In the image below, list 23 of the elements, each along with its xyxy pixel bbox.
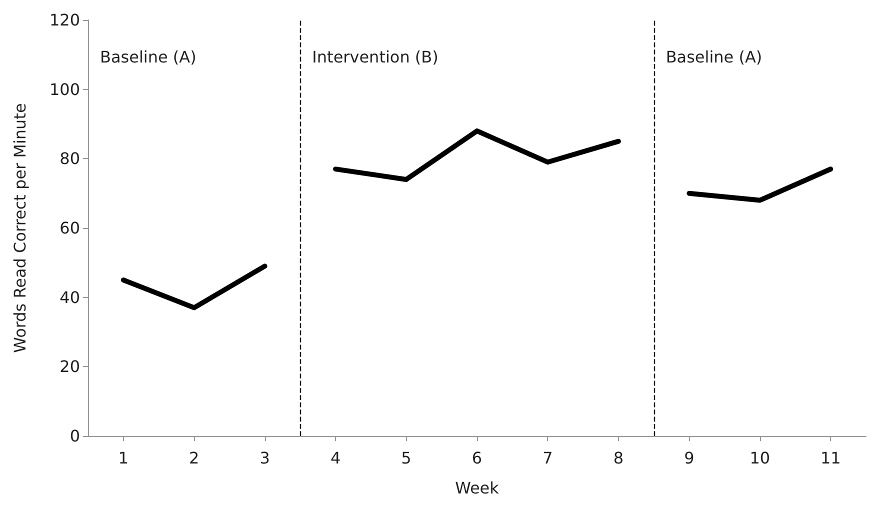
x-tick-label: 9 bbox=[684, 448, 694, 468]
y-tick-label: 120 bbox=[49, 10, 80, 30]
x-tick-label: 4 bbox=[330, 448, 341, 468]
y-tick-label: 100 bbox=[49, 80, 80, 99]
y-tick-label: 40 bbox=[60, 288, 80, 307]
y-tick-label: 20 bbox=[60, 357, 80, 376]
x-tick-label: 6 bbox=[472, 448, 482, 468]
x-tick-label: 11 bbox=[820, 448, 841, 468]
x-tick-label: 1 bbox=[118, 448, 128, 468]
x-tick-label: 8 bbox=[613, 448, 624, 468]
x-tick-label: 2 bbox=[188, 448, 200, 468]
x-axis-title: Week bbox=[455, 478, 500, 498]
y-tick-label: 60 bbox=[60, 218, 80, 238]
y-axis-title: Words Read Correct per Minute bbox=[10, 103, 30, 353]
annotation: Baseline (A) bbox=[666, 48, 762, 66]
y-tick-label: 0 bbox=[70, 426, 80, 446]
x-tick-label: 3 bbox=[260, 448, 270, 468]
y-tick-label: 80 bbox=[60, 149, 80, 168]
annotation: Baseline (A) bbox=[100, 48, 196, 66]
x-tick-label: 5 bbox=[401, 448, 412, 468]
x-tick-label: 7 bbox=[542, 448, 553, 468]
x-tick-label: 10 bbox=[750, 448, 770, 468]
annotation: Intervention (B) bbox=[312, 48, 438, 66]
